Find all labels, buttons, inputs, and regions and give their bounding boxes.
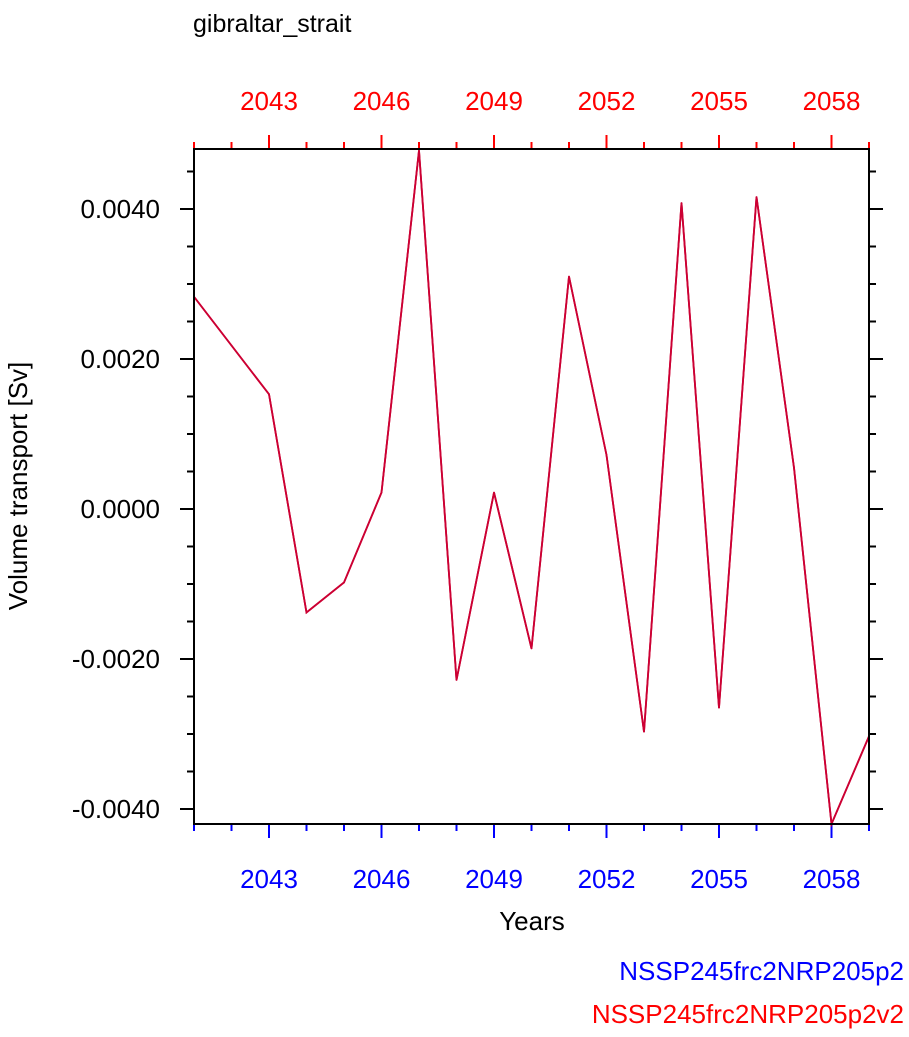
x-tick-label-top: 2052 xyxy=(578,86,636,116)
y-tick-label: 0.0040 xyxy=(80,194,160,224)
series-point xyxy=(680,202,683,204)
bottom-x-axis: 2043 2046 2049 2052 2055 2058 xyxy=(193,824,870,894)
series-point xyxy=(455,679,458,681)
x-tick-label-bottom: 2043 xyxy=(240,864,298,894)
x-tick-label-top: 2049 xyxy=(465,86,523,116)
x-tick-label-top: 2043 xyxy=(240,86,298,116)
right-y-axis xyxy=(869,170,883,810)
series-point xyxy=(755,196,758,198)
y-tick-label: 0.0000 xyxy=(80,494,160,524)
x-tick-label-bottom: 2058 xyxy=(803,864,861,894)
y-tick-label: -0.0040 xyxy=(72,794,160,824)
y-tick-label: 0.0020 xyxy=(80,344,160,374)
legend-series-2: NSSP245frc2NRP205p2v2 xyxy=(592,999,904,1029)
chart-title: gibraltar_strait xyxy=(193,10,351,38)
plot-frame xyxy=(193,148,870,825)
top-x-axis: 2043 2046 2049 2052 2055 2058 xyxy=(193,86,870,149)
y-tick-label: -0.0020 xyxy=(72,644,160,674)
series-point xyxy=(643,730,645,733)
series-layer xyxy=(193,149,870,828)
x-tick-label-bottom: 2052 xyxy=(578,864,636,894)
series-point xyxy=(793,466,795,469)
series-point xyxy=(418,149,420,152)
series-point xyxy=(305,611,308,614)
x-tick-label-top: 2055 xyxy=(690,86,748,116)
series-point xyxy=(605,454,608,456)
series-line-2 xyxy=(193,150,870,828)
x-tick-label-bottom: 2055 xyxy=(690,864,748,894)
x-tick-label-top: 2058 xyxy=(803,86,861,116)
x-tick-label-top: 2046 xyxy=(353,86,411,116)
x-axis-label: Years xyxy=(499,906,565,936)
series-point xyxy=(230,344,233,347)
series-point xyxy=(493,491,495,494)
y-axis-label: Volume transport [Sv] xyxy=(3,362,33,611)
series-point xyxy=(530,647,533,650)
series-point xyxy=(380,491,383,494)
series-point xyxy=(343,581,345,584)
series-point xyxy=(268,393,270,396)
left-y-axis: -0.0040 -0.0020 0.0000 0.0020 0.0040 xyxy=(72,170,194,824)
x-tick-label-bottom: 2049 xyxy=(465,864,523,894)
series-point xyxy=(568,275,570,278)
series-line-1 xyxy=(193,150,870,828)
series-point xyxy=(718,706,720,709)
x-tick-label-bottom: 2046 xyxy=(353,864,411,894)
legend-series-1: NSSP245frc2NRP205p2 xyxy=(619,956,904,986)
